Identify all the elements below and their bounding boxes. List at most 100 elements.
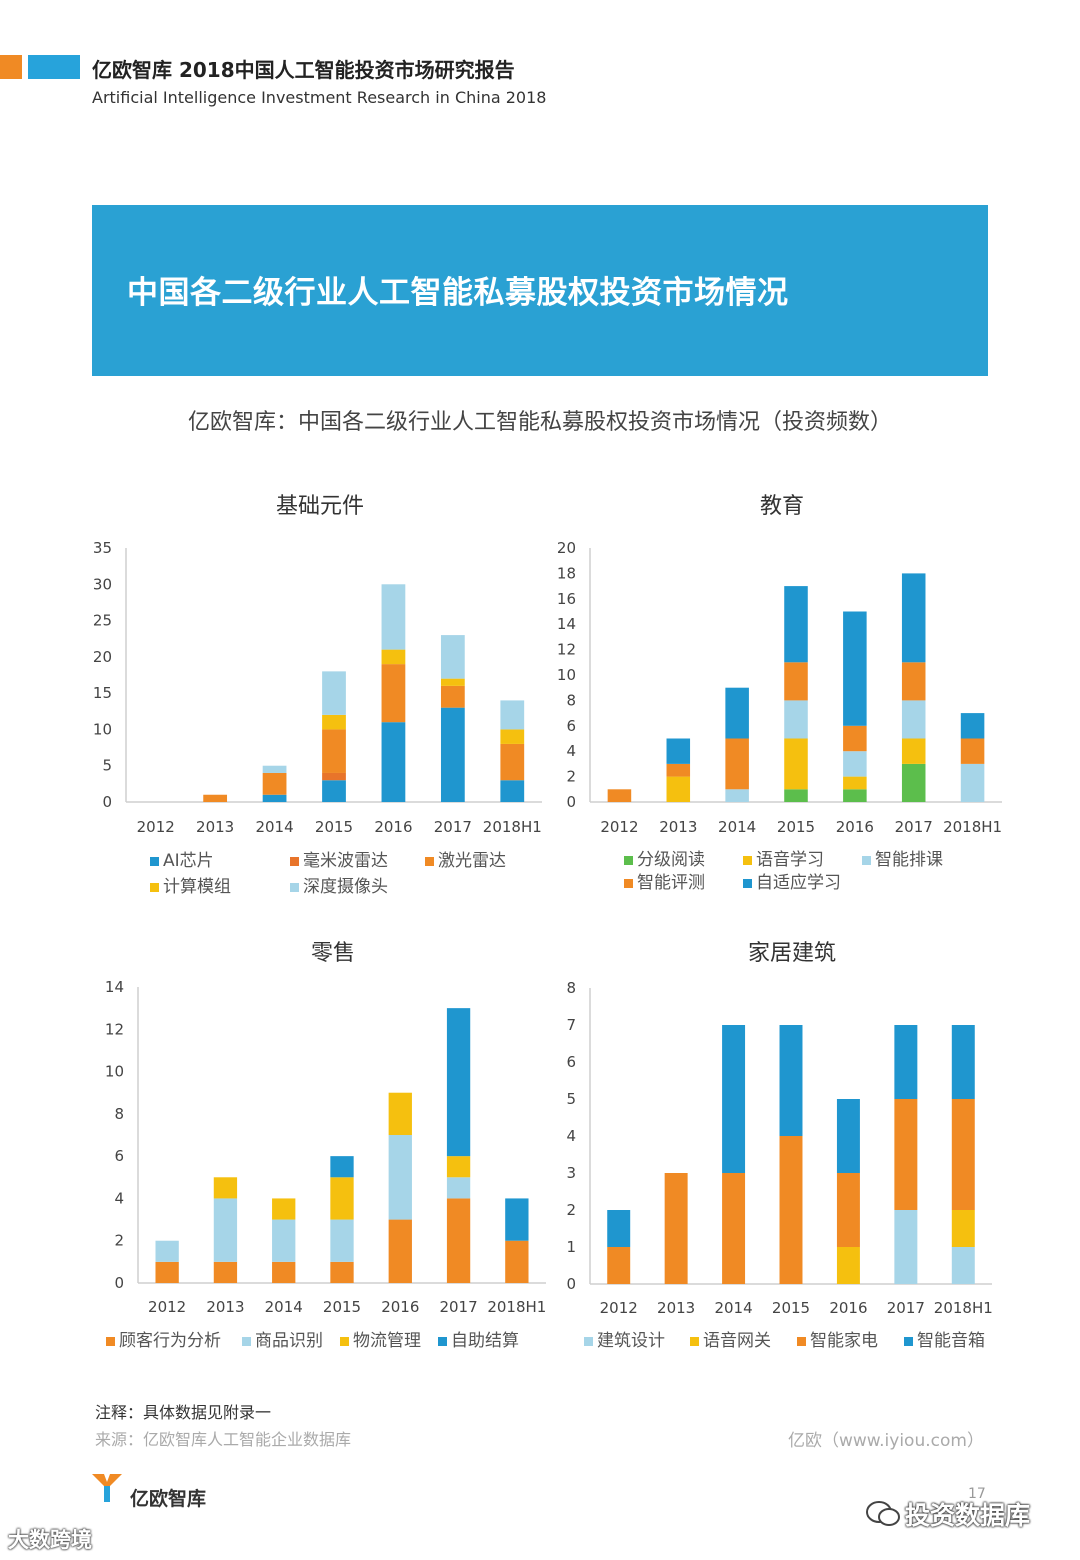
site-link[interactable]: 亿欧（www.iyiou.com） xyxy=(788,1431,984,1451)
y-tick-label: 0 xyxy=(566,793,576,811)
y-tick-label: 6 xyxy=(566,717,576,735)
bar-segment xyxy=(960,738,985,764)
y-tick-label: 3 xyxy=(566,1164,576,1182)
x-tick-label: 2014 xyxy=(714,1299,752,1317)
y-tick-label: 20 xyxy=(93,648,112,666)
legend-label: 智能音箱 xyxy=(917,1331,985,1351)
legend-label: 顾客行为分析 xyxy=(119,1331,221,1351)
bar-segment xyxy=(843,751,867,777)
x-tick-label: 2015 xyxy=(772,1299,810,1317)
bar-segment xyxy=(725,738,749,790)
legend-swatch xyxy=(150,857,159,866)
legend-label: 物流管理 xyxy=(353,1331,421,1351)
y-tick-label: 8 xyxy=(566,979,576,997)
bar-segment xyxy=(894,1099,918,1210)
x-tick-label: 2016 xyxy=(374,818,412,836)
bar-segment xyxy=(784,662,808,701)
wechat-icon xyxy=(866,1501,900,1526)
legend-label: AI芯片 xyxy=(163,851,214,871)
legend-swatch xyxy=(584,1337,593,1346)
bar-segment xyxy=(836,1247,860,1284)
y-tick-label: 2 xyxy=(114,1232,124,1250)
chart-title: 家居建筑 xyxy=(748,941,836,966)
watermark-right: 投资数据库 xyxy=(905,1501,1031,1530)
y-tick-label: 4 xyxy=(566,1127,576,1145)
legend-swatch xyxy=(904,1337,913,1346)
legend-label: 语音网关 xyxy=(703,1331,771,1351)
bar-segment xyxy=(843,611,867,726)
y-tick-label: 5 xyxy=(566,1090,576,1108)
bar-segment xyxy=(960,713,985,739)
bar-segment xyxy=(901,763,926,802)
bar-segment xyxy=(388,1219,412,1283)
bar-segment xyxy=(440,678,465,686)
bar-segment xyxy=(722,1173,746,1284)
bar-segment xyxy=(155,1240,179,1262)
legend-label: 自适应学习 xyxy=(756,873,841,893)
bar-segment xyxy=(381,664,406,723)
x-tick-label: 2012 xyxy=(600,818,638,836)
bar-segment xyxy=(843,725,867,752)
bar-segment xyxy=(322,772,346,781)
bar-segment xyxy=(725,789,749,802)
bar-segment xyxy=(446,1156,471,1178)
bar-segment xyxy=(836,1099,860,1173)
y-tick-label: 35 xyxy=(93,539,112,557)
legend-swatch xyxy=(743,879,752,888)
y-tick-label: 4 xyxy=(114,1189,124,1207)
legend-swatch xyxy=(690,1337,699,1346)
legend-label: 智能排课 xyxy=(875,850,943,870)
bar-segment xyxy=(381,649,406,665)
y-tick-label: 14 xyxy=(557,615,576,633)
bar-segment xyxy=(440,707,465,802)
y-tick-label: 2 xyxy=(566,768,576,786)
y-tick-label: 6 xyxy=(566,1053,576,1071)
bar-segment xyxy=(951,1025,975,1099)
legend-label: 商品识别 xyxy=(255,1331,323,1351)
bar-segment xyxy=(607,1247,631,1284)
legend-swatch xyxy=(242,1337,251,1346)
legend-swatch xyxy=(438,1337,447,1346)
bar-segment xyxy=(446,1177,471,1199)
legend-swatch xyxy=(624,879,633,888)
x-tick-label: 2014 xyxy=(265,1298,303,1316)
chart-title: 零售 xyxy=(311,941,355,966)
bar-segment xyxy=(440,635,465,679)
bar-segment xyxy=(330,1177,354,1220)
y-tick-label: 2 xyxy=(566,1201,576,1219)
y-tick-label: 5 xyxy=(102,757,112,775)
legend-swatch xyxy=(150,883,159,892)
logo-icon xyxy=(92,1474,122,1502)
bar-segment xyxy=(951,1210,975,1247)
report-subtitle: Artificial Intelligence Investment Resea… xyxy=(92,88,547,107)
chart-main-title: 亿欧智库：中国各二级行业人工智能私募股权投资市场情况（投资频数） xyxy=(187,410,892,435)
x-tick-label: 2018H1 xyxy=(934,1299,993,1317)
bar-segment xyxy=(446,1198,471,1283)
bar-segment xyxy=(446,1008,471,1157)
legend-label: 激光雷达 xyxy=(438,851,506,871)
legend-swatch xyxy=(425,857,434,866)
bar-segment xyxy=(322,714,346,730)
legend-swatch xyxy=(340,1337,349,1346)
legend-label: 自助结算 xyxy=(451,1331,519,1351)
logo-text: 亿欧智库 xyxy=(130,1488,207,1510)
x-tick-label: 2015 xyxy=(323,1298,361,1316)
bar-segment xyxy=(951,1247,975,1284)
footnote: 注释：具体数据见附录一 xyxy=(95,1403,272,1422)
bar-segment xyxy=(381,722,406,802)
x-tick-label: 2016 xyxy=(836,818,874,836)
bar-segment xyxy=(322,729,346,773)
legend-swatch xyxy=(743,856,752,865)
y-tick-label: 16 xyxy=(557,590,576,608)
x-tick-label: 2013 xyxy=(657,1299,695,1317)
x-tick-label: 2012 xyxy=(137,818,175,836)
source-note: 来源：亿欧智库人工智能企业数据库 xyxy=(95,1430,352,1449)
bar-segment xyxy=(330,1156,354,1178)
bar-segment xyxy=(901,738,926,764)
bar-segment xyxy=(272,1261,296,1283)
x-tick-label: 2012 xyxy=(148,1298,186,1316)
x-tick-label: 2017 xyxy=(439,1298,477,1316)
x-tick-label: 2013 xyxy=(196,818,234,836)
bar-segment xyxy=(894,1025,918,1099)
bar-segment xyxy=(960,763,985,802)
